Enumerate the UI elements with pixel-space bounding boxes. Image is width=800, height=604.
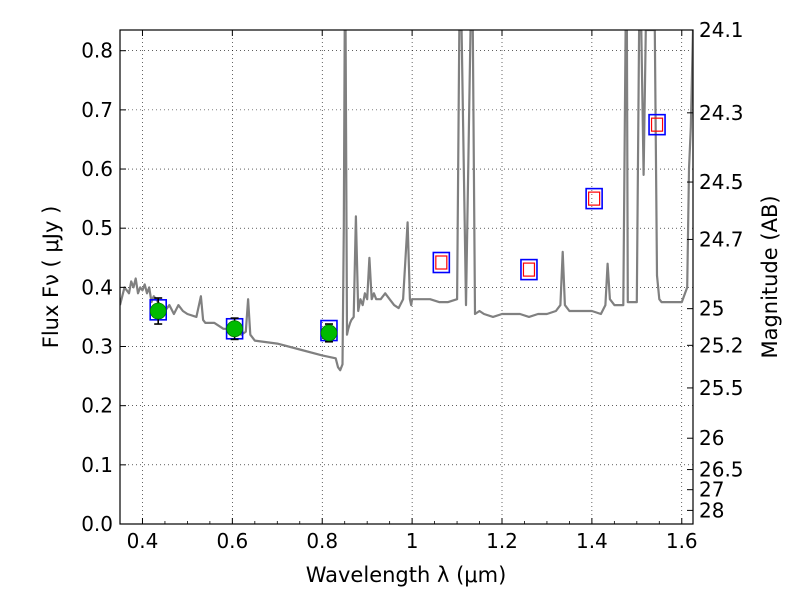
right-axis-label: Magnitude (AB) bbox=[758, 195, 782, 358]
observed-photometry-point bbox=[226, 320, 244, 338]
right-tick-label: 28 bbox=[699, 498, 724, 522]
y-tick-label: 0.3 bbox=[81, 335, 113, 359]
y-tick-label: 0.5 bbox=[81, 216, 113, 240]
right-tick-label: 25 bbox=[699, 297, 724, 321]
observed-upper-point bbox=[650, 117, 664, 132]
observed-upper-point bbox=[522, 262, 536, 277]
y-tick-label: 0.8 bbox=[81, 39, 113, 63]
axes: 0.4 0.6 0.8 1 1.2 1.4 1.6 0.0 0.1 0.2 0.3 0.4 0.5 0.6… bbox=[81, 18, 743, 553]
model-spectrum-line bbox=[120, 30, 693, 372]
x-tick-label: 0.6 bbox=[216, 529, 248, 553]
x-tick-label: 0.4 bbox=[127, 529, 159, 553]
x-axis-label: Wavelength λ (μm) bbox=[306, 563, 507, 587]
y-axis-label: Flux Fν ( μJy ) bbox=[39, 206, 63, 349]
y-tick-label: 0.2 bbox=[81, 394, 113, 418]
model-photometry-point bbox=[520, 258, 538, 281]
observed-photometry-point bbox=[149, 302, 167, 320]
right-tick-label: 26 bbox=[699, 426, 724, 450]
right-tick-label: 24.5 bbox=[699, 170, 744, 194]
y-tick-label: 0.1 bbox=[81, 453, 113, 477]
right-tick-label: 24.1 bbox=[699, 18, 744, 42]
right-tick-label: 25.2 bbox=[699, 333, 744, 357]
plot-frame bbox=[119, 29, 694, 525]
observed-upper-point bbox=[435, 255, 448, 270]
observed-upper-point bbox=[588, 191, 601, 206]
plot-markers bbox=[149, 113, 666, 343]
right-tick-label: 26.5 bbox=[699, 458, 744, 482]
x-tick-label: 1.6 bbox=[666, 529, 698, 553]
x-tick-label: 1.2 bbox=[486, 529, 518, 553]
x-tick-label: 0.8 bbox=[306, 529, 338, 553]
y-tick-label: 0.0 bbox=[81, 512, 113, 536]
x-tick-label: 1 bbox=[406, 529, 419, 553]
right-tick-label: 24.3 bbox=[699, 101, 744, 125]
right-tick-label: 27 bbox=[699, 478, 724, 502]
right-tick-label: 25.5 bbox=[699, 376, 744, 400]
y-tick-label: 0.4 bbox=[81, 275, 113, 299]
y-tick-label: 0.7 bbox=[81, 98, 113, 122]
x-tick-label: 1.4 bbox=[576, 529, 608, 553]
model-photometry-point bbox=[432, 251, 451, 274]
y-tick-label: 0.6 bbox=[81, 157, 113, 181]
right-tick-label: 24.7 bbox=[699, 227, 744, 251]
plot-data bbox=[120, 30, 693, 372]
model-photometry-point bbox=[585, 187, 603, 210]
model-photometry-point bbox=[648, 113, 666, 136]
observed-photometry-point bbox=[320, 324, 338, 342]
